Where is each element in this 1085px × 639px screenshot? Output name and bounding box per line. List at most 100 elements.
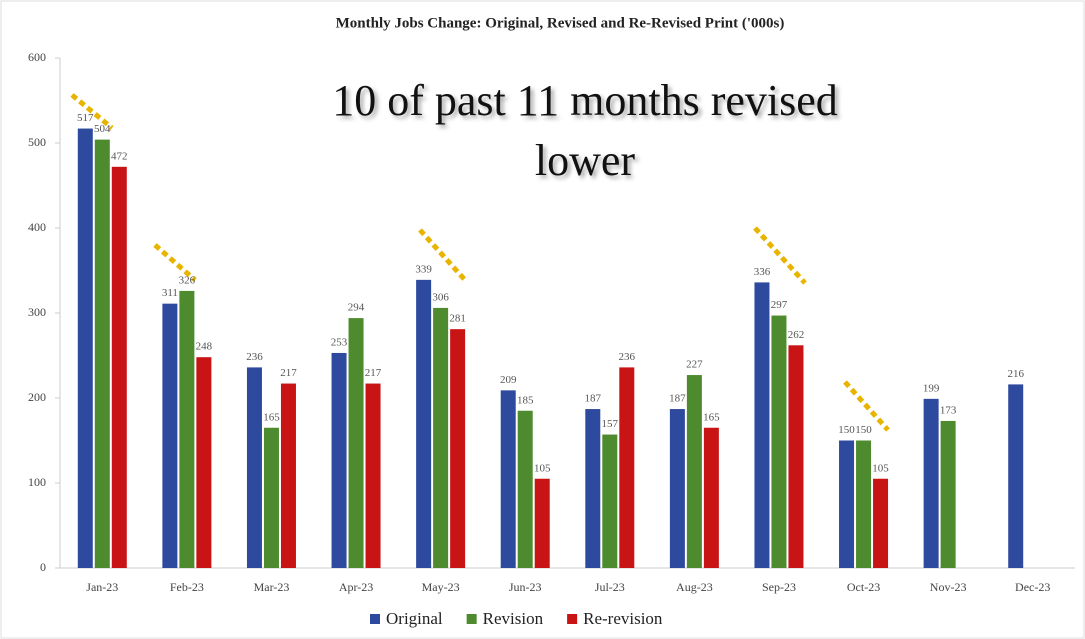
x-tick-label: May-23 bbox=[422, 580, 460, 594]
bar bbox=[263, 427, 279, 568]
y-tick-label: 400 bbox=[28, 220, 46, 234]
bar bbox=[500, 390, 516, 568]
value-label: 185 bbox=[517, 394, 534, 406]
arrow bbox=[753, 226, 807, 285]
y-tick-label: 200 bbox=[28, 390, 46, 404]
x-tick-label: Mar-23 bbox=[254, 580, 290, 594]
value-label: 236 bbox=[246, 351, 263, 363]
value-label: 165 bbox=[703, 411, 720, 423]
chart-title: Monthly Jobs Change: Original, Revised a… bbox=[336, 15, 785, 31]
bar bbox=[450, 329, 466, 568]
value-label: 227 bbox=[686, 359, 703, 371]
value-label: 248 bbox=[196, 341, 213, 353]
bar bbox=[365, 383, 381, 568]
bar bbox=[788, 345, 804, 568]
bar bbox=[179, 290, 195, 568]
bar bbox=[771, 315, 787, 568]
value-label: 262 bbox=[788, 329, 805, 341]
annotation: 10 of past 11 months revised lower bbox=[332, 76, 838, 185]
bar bbox=[686, 375, 702, 568]
value-label: 336 bbox=[754, 266, 771, 278]
bar bbox=[517, 410, 533, 568]
value-label: 199 bbox=[923, 382, 940, 394]
value-label: 306 bbox=[432, 291, 449, 303]
bar bbox=[873, 478, 889, 568]
x-tick-label: Jun-23 bbox=[509, 580, 542, 594]
arrow bbox=[418, 228, 467, 282]
bar bbox=[196, 357, 212, 568]
value-label: 187 bbox=[669, 393, 686, 405]
value-label: 236 bbox=[619, 351, 636, 363]
y-tick-label: 0 bbox=[40, 560, 46, 574]
x-tick-label: Apr-23 bbox=[339, 580, 373, 594]
value-label: 253 bbox=[331, 336, 348, 348]
value-label: 150 bbox=[838, 424, 855, 436]
legend-label: Revision bbox=[483, 609, 544, 628]
value-label: 216 bbox=[1007, 368, 1024, 380]
legend-swatch bbox=[370, 614, 380, 624]
value-label: 294 bbox=[348, 302, 365, 314]
bar bbox=[602, 434, 618, 568]
bar bbox=[1008, 384, 1024, 568]
legend-label: Original bbox=[386, 609, 443, 628]
bar bbox=[839, 440, 855, 568]
x-tick-label: Jul-23 bbox=[595, 580, 625, 594]
value-label: 150 bbox=[855, 424, 872, 436]
x-tick-label: Sep-23 bbox=[762, 580, 796, 594]
bar bbox=[856, 440, 872, 568]
x-tick-label: Jan-23 bbox=[86, 580, 118, 594]
value-label: 297 bbox=[771, 299, 788, 311]
bar bbox=[111, 166, 127, 569]
bar bbox=[619, 367, 635, 568]
value-label: 209 bbox=[500, 374, 517, 386]
legend-swatch bbox=[466, 614, 477, 624]
value-label: 173 bbox=[940, 404, 957, 416]
value-label: 517 bbox=[77, 112, 94, 124]
bar bbox=[77, 128, 93, 569]
value-label: 472 bbox=[111, 150, 128, 162]
arrow bbox=[70, 93, 114, 130]
value-label: 165 bbox=[263, 411, 280, 423]
y-tick-label: 300 bbox=[28, 305, 46, 319]
arrow bbox=[153, 243, 197, 282]
x-tick-label: Aug-23 bbox=[676, 580, 713, 594]
x-tick-label: Nov-23 bbox=[930, 580, 967, 594]
value-label: 281 bbox=[449, 313, 466, 325]
legend-swatch bbox=[567, 614, 578, 624]
value-label: 157 bbox=[602, 418, 619, 430]
bar bbox=[246, 367, 262, 568]
bar bbox=[754, 282, 770, 568]
value-label: 105 bbox=[872, 462, 889, 474]
value-label: 504 bbox=[94, 123, 111, 135]
bar bbox=[348, 318, 364, 568]
arrows bbox=[70, 93, 890, 432]
bar bbox=[416, 279, 432, 568]
bar bbox=[534, 478, 550, 568]
bar bbox=[585, 409, 601, 568]
value-label: 217 bbox=[365, 367, 382, 379]
bar bbox=[162, 303, 178, 568]
y-tick-label: 100 bbox=[28, 475, 46, 489]
value-label: 187 bbox=[585, 393, 602, 405]
bar bbox=[669, 409, 685, 568]
value-label: 105 bbox=[534, 462, 551, 474]
value-label: 217 bbox=[280, 367, 297, 379]
value-label: 339 bbox=[415, 263, 432, 275]
bar bbox=[280, 383, 296, 568]
y-tick-label: 600 bbox=[28, 50, 46, 64]
y-tick-label: 500 bbox=[28, 135, 46, 149]
bar bbox=[940, 420, 956, 568]
legend-label: Re-revision bbox=[583, 609, 663, 628]
x-tick-label: Feb-23 bbox=[170, 580, 204, 594]
x-tick-label: Oct-23 bbox=[847, 580, 880, 594]
value-label: 311 bbox=[162, 287, 178, 299]
arrow bbox=[843, 380, 890, 432]
bar bbox=[433, 307, 449, 568]
x-tick-label: Dec-23 bbox=[1015, 580, 1050, 594]
bar bbox=[94, 139, 110, 568]
bar bbox=[703, 427, 719, 568]
bar bbox=[923, 398, 939, 568]
bar bbox=[331, 352, 347, 568]
value-label: 326 bbox=[179, 274, 196, 286]
